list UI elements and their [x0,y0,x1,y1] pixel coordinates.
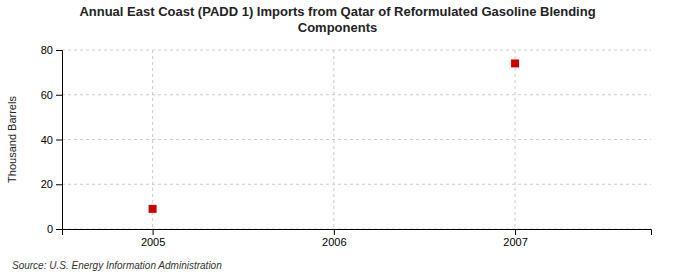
y-axis: 0 20 40 60 80 [41,44,63,235]
y-axis-tick-label: 80 [41,44,53,56]
points [149,59,519,212]
grid-line-x [515,50,516,229]
grid-line-x [333,50,334,229]
grid-line-y [62,50,651,51]
y-axis-tick: 80 [41,44,62,56]
x-axis-tick-mark [334,229,335,235]
y-axis-tick: 40 [41,134,62,146]
plot: 2005 2006 2007 0 20 40 60 80 [41,44,652,248]
title-line: Annual East Coast (PADD 1) Imports from … [79,4,595,19]
x-axis: 2005 2006 2007 [63,229,652,248]
y-axis-tick: 20 [41,178,62,190]
x-axis-tick: 2007 [503,229,527,248]
y-axis-tick-label: 20 [41,178,53,190]
x-axis-tick-label: 2007 [503,236,527,248]
grid-line-x [152,50,153,229]
x-axis-tick-mark [153,229,154,235]
y-axis-tick: 0 [47,223,62,235]
x-axis-tick: 2005 [141,229,165,248]
y-axis-tick-label: 0 [47,223,53,235]
x-axis-tick-mark [515,229,516,235]
y-axis-tick-mark [56,229,62,230]
y-axis-tick: 60 [41,89,62,101]
x-axis-tick-label: 2006 [322,236,346,248]
chart: Annual East Coast (PADD 1) Imports from … [0,0,675,275]
grid-line-y [62,184,651,185]
y-axis-tick-mark [56,95,62,96]
x-axis-line [63,230,652,236]
grid-line-y [62,94,651,95]
x-axis-tick-label: 2005 [141,236,165,248]
y-axis-line [56,51,63,230]
square-marker [511,59,519,67]
source: Source: U.S. Energy Information Administ… [12,260,222,271]
y-axis-tick-label: 40 [41,134,53,146]
title-line: Components [298,20,377,35]
y-axis-tick-label: 60 [41,89,53,101]
square-marker [149,205,157,213]
x-axis-tick: 2006 [322,229,346,248]
title: Annual East Coast (PADD 1) Imports from … [79,4,595,35]
y-axis-tick-mark [56,140,62,141]
y-axis-tick-mark [56,184,62,185]
y-axis-tick-mark [56,50,62,51]
grid-line-y [62,139,651,140]
y-axis-title: Thousand Barrels [6,96,18,183]
grid [62,50,651,229]
